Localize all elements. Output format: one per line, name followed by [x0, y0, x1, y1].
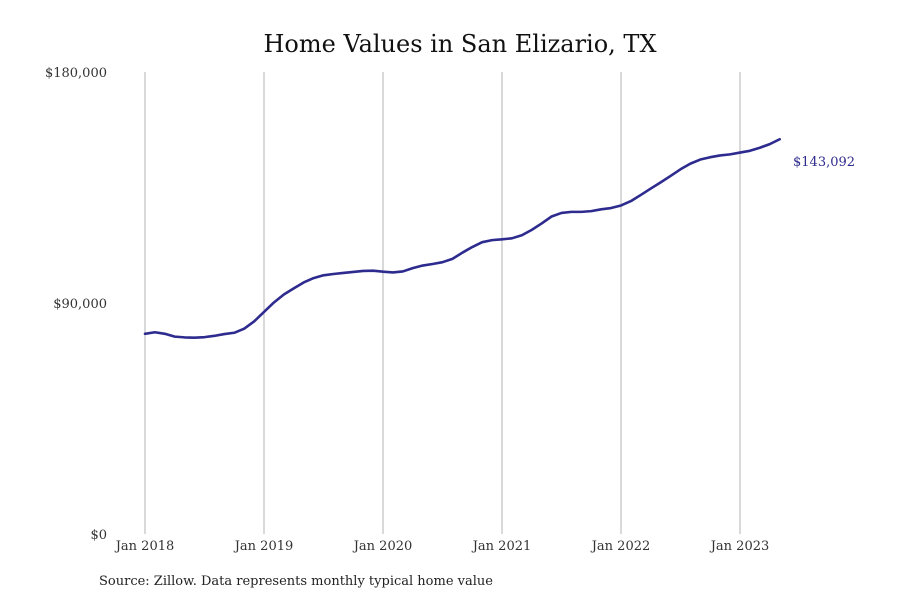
last-value-label: $143,092	[793, 155, 855, 170]
y-tick-label: $180,000	[45, 66, 107, 81]
x-tick-label: Jan 2021	[471, 539, 532, 554]
y-tick-label: $90,000	[53, 297, 107, 312]
y-tick-label: $0	[90, 528, 107, 543]
x-tick-label: Jan 2023	[709, 539, 770, 554]
x-axis-ticks: Jan 2018 Jan 2019 Jan 2020 Jan 2021 Jan 2022…	[114, 539, 770, 554]
y-axis-ticks: $0 $90,000 $180,000	[45, 66, 107, 543]
chart-title: Home Values in San Elizario, TX	[263, 30, 656, 58]
x-tick-label: Jan 2022	[590, 539, 651, 554]
grid-lines	[144, 72, 741, 534]
x-tick-label: Jan 2018	[114, 539, 175, 554]
source-note: Source: Zillow. Data represents monthly …	[99, 574, 493, 589]
x-tick-label: Jan 2019	[233, 539, 294, 554]
x-tick-label: Jan 2020	[352, 539, 413, 554]
home-value-series-line	[143, 137, 781, 339]
